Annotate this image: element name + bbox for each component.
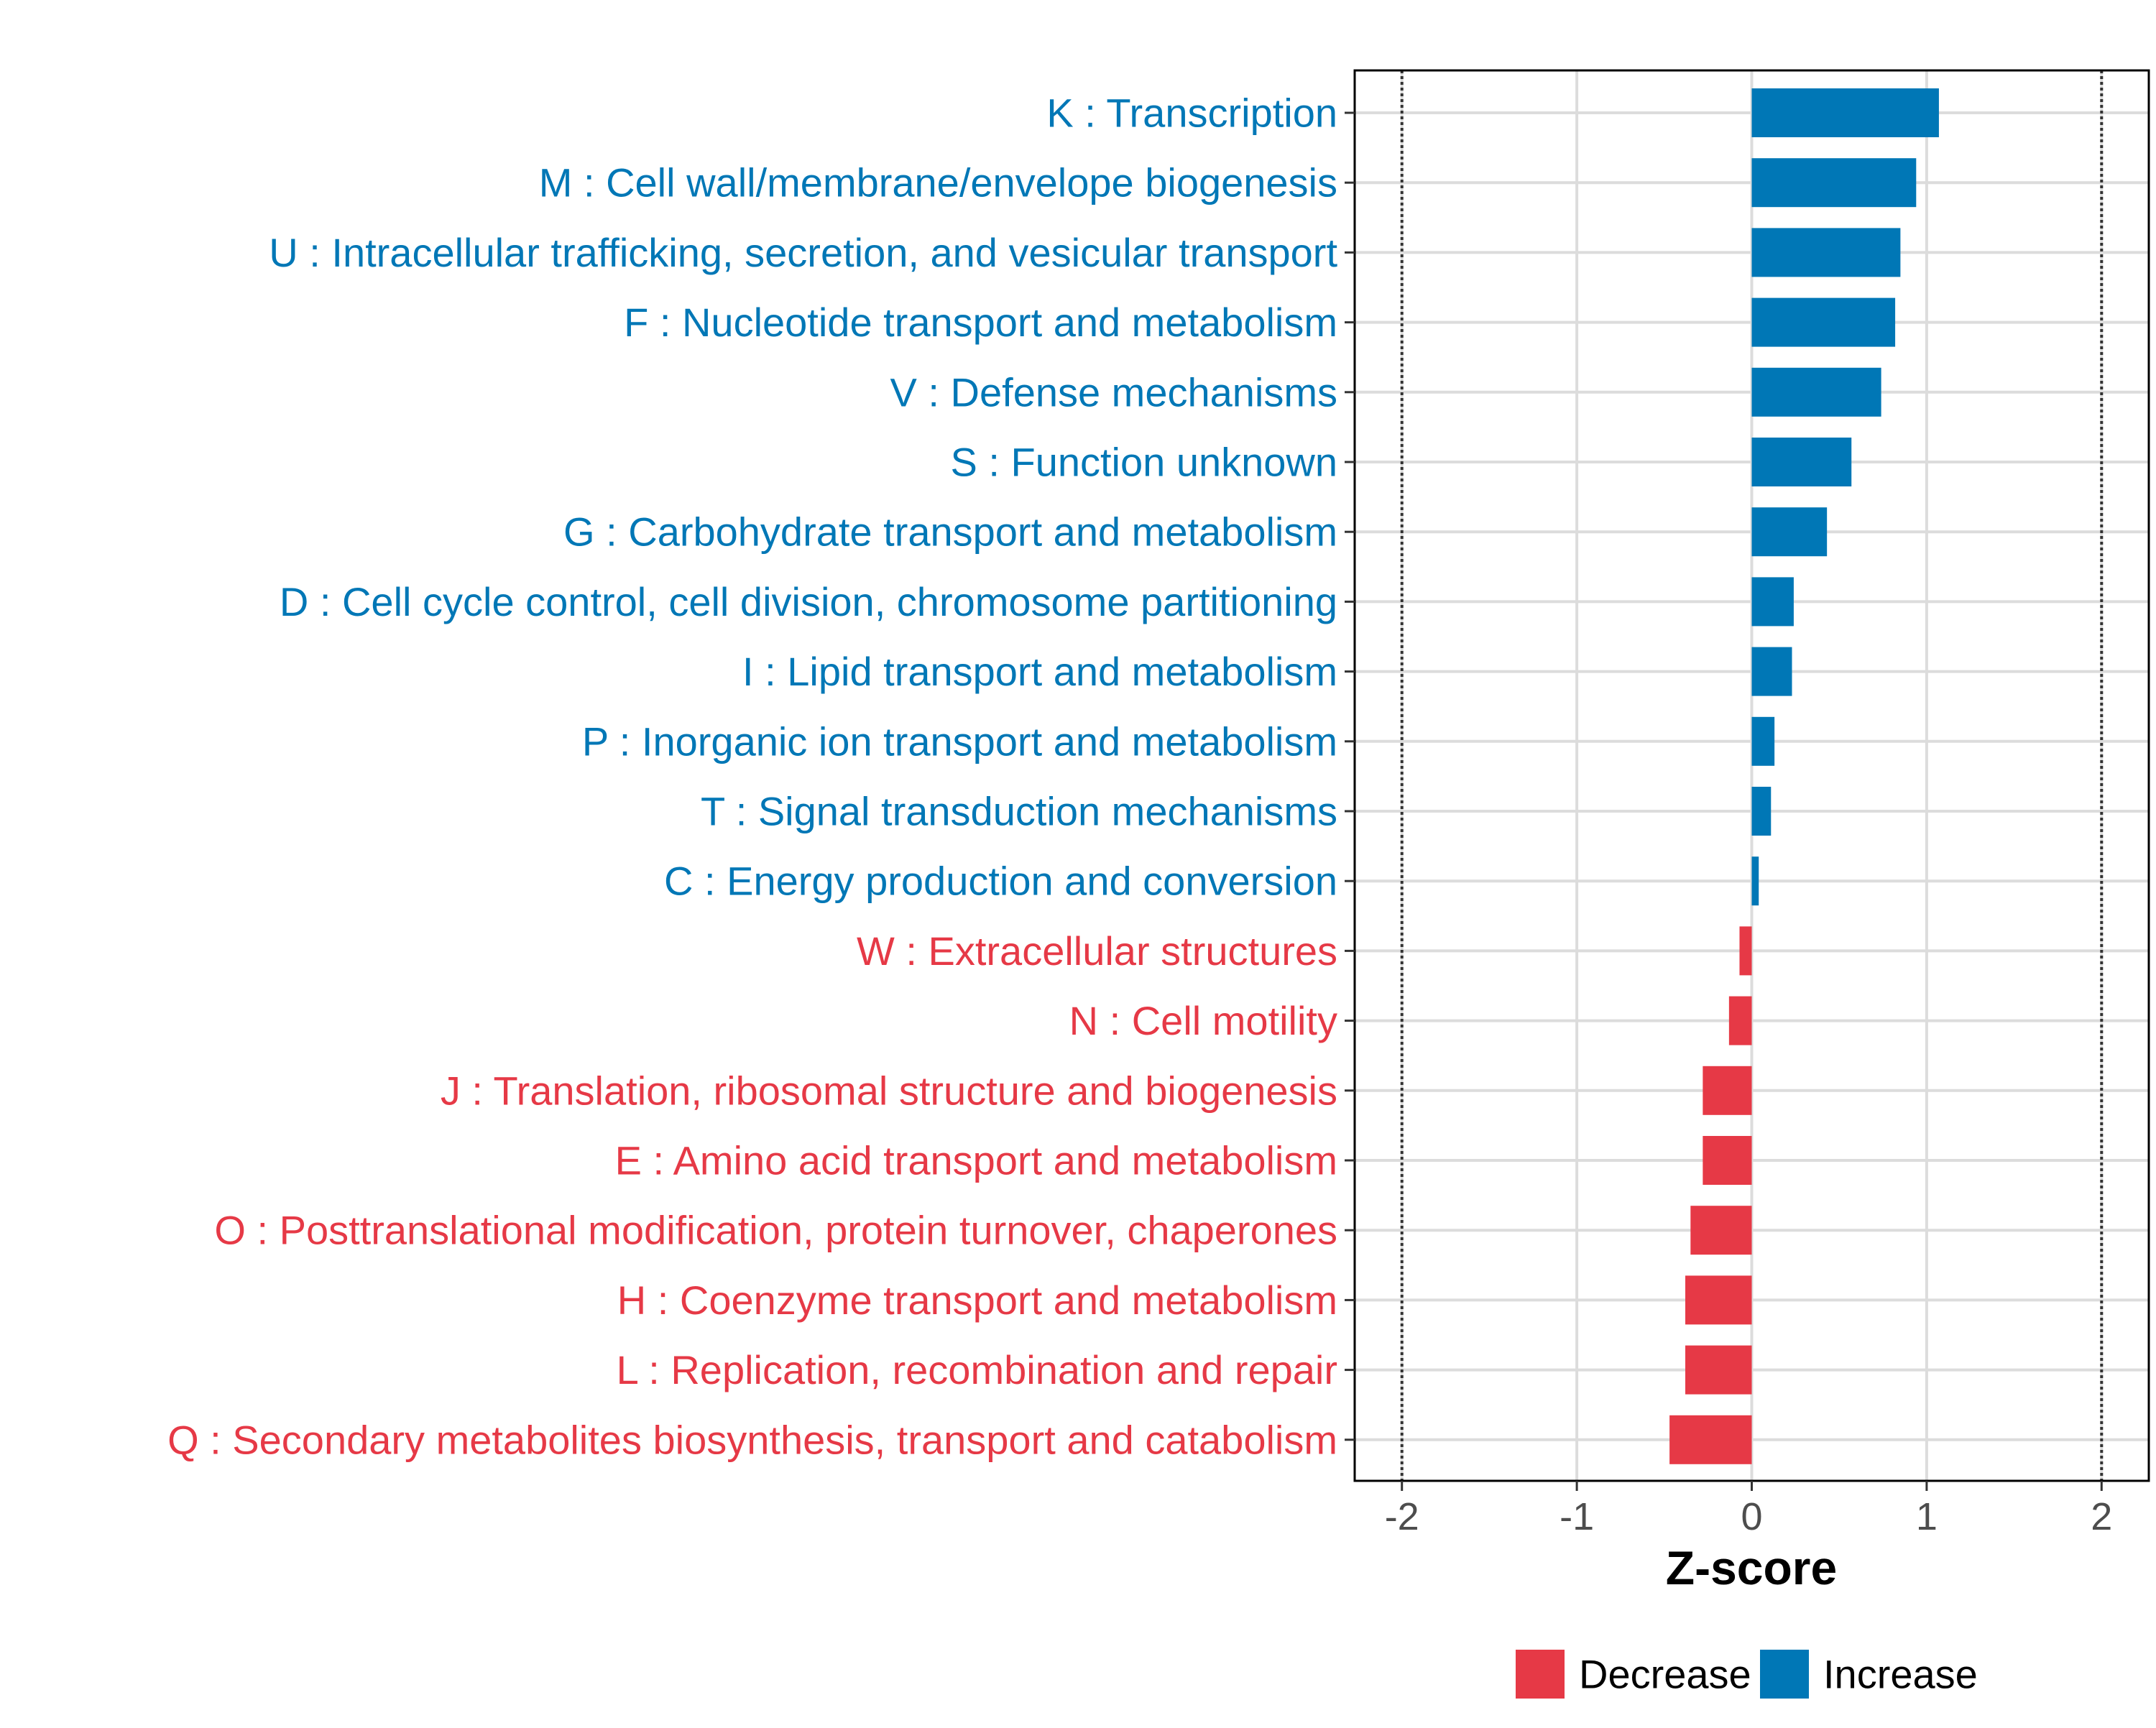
bar bbox=[1751, 158, 1917, 208]
legend-key bbox=[1760, 1650, 1809, 1699]
bars bbox=[1669, 88, 1939, 1464]
x-axis: -2 -1 0 1 2 bbox=[1385, 1481, 2112, 1538]
bar bbox=[1751, 856, 1759, 906]
category-label: L : Replication, recombination and repai… bbox=[617, 1347, 1337, 1392]
category-label: F : Nucleotide transport and metabolism bbox=[624, 300, 1337, 345]
bar bbox=[1751, 507, 1828, 557]
y-axis: K : Transcription M : Cell wall/membrane/… bbox=[167, 91, 1355, 1462]
bar bbox=[1685, 1275, 1752, 1325]
category-label: J : Translation, ribosomal structure and… bbox=[441, 1068, 1337, 1113]
x-tick-label: 0 bbox=[1741, 1495, 1762, 1538]
category-label: N : Cell motility bbox=[1069, 998, 1337, 1043]
bar bbox=[1703, 1136, 1752, 1185]
legend-label: Decrease bbox=[1579, 1652, 1751, 1697]
bar bbox=[1728, 996, 1752, 1045]
category-label: H : Coenzyme transport and metabolism bbox=[617, 1277, 1337, 1323]
legend-key bbox=[1516, 1650, 1565, 1699]
category-label: O : Posttranslational modification, prot… bbox=[214, 1208, 1337, 1253]
category-label: S : Function unknown bbox=[950, 440, 1337, 485]
legend: Decrease Increase bbox=[1516, 1650, 1978, 1699]
category-label: D : Cell cycle control, cell division, c… bbox=[280, 579, 1337, 624]
category-label: T : Signal transduction mechanisms bbox=[701, 789, 1337, 834]
category-label: P : Inorganic ion transport and metaboli… bbox=[582, 719, 1337, 764]
x-tick-label: 1 bbox=[1916, 1495, 1938, 1538]
category-label: M : Cell wall/membrane/envelope biogenes… bbox=[539, 160, 1337, 205]
legend-label: Increase bbox=[1823, 1652, 1978, 1697]
x-tick-label: 2 bbox=[2091, 1495, 2112, 1538]
category-label: K : Transcription bbox=[1046, 91, 1337, 136]
bar bbox=[1751, 228, 1901, 277]
category-label: I : Lipid transport and metabolism bbox=[742, 649, 1337, 694]
category-label: U : Intracellular trafficking, secretion… bbox=[269, 230, 1337, 275]
bar bbox=[1751, 577, 1794, 627]
bar bbox=[1685, 1345, 1752, 1395]
reference-lines bbox=[1400, 70, 2104, 1481]
bar bbox=[1751, 297, 1896, 347]
x-tick-label: -2 bbox=[1385, 1495, 1419, 1538]
category-label: W : Extracellular structures bbox=[857, 928, 1337, 974]
category-label: Q : Secondary metabolites biosynthesis, … bbox=[167, 1417, 1337, 1462]
x-tick-label: -1 bbox=[1560, 1495, 1594, 1538]
bar bbox=[1703, 1066, 1752, 1115]
bar bbox=[1751, 88, 1939, 137]
category-label: C : Energy production and conversion bbox=[664, 859, 1337, 904]
bar bbox=[1751, 438, 1852, 486]
bar bbox=[1751, 647, 1792, 696]
category-label: G : Carbohydrate transport and metabolis… bbox=[563, 509, 1337, 555]
category-label: E : Amino acid transport and metabolism bbox=[615, 1138, 1337, 1183]
bar bbox=[1739, 926, 1752, 976]
bar bbox=[1751, 787, 1772, 836]
category-label: V : Defense mechanisms bbox=[890, 369, 1337, 415]
bar bbox=[1690, 1206, 1752, 1255]
bar bbox=[1751, 367, 1881, 417]
bar bbox=[1751, 716, 1775, 766]
grid-layer bbox=[1355, 70, 2149, 1481]
x-axis-title: Z-score bbox=[1666, 1541, 1837, 1594]
bar bbox=[1669, 1415, 1752, 1464]
